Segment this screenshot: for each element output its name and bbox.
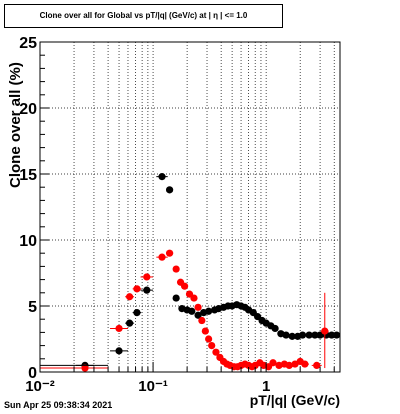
- x-axis-label: pT/|q| (GeV/c): [250, 392, 340, 408]
- chart-title-box: Clone over all for Global vs pT/|q| (GeV…: [4, 4, 283, 28]
- y-tick-label: 25: [19, 35, 37, 52]
- data-point-black: [305, 331, 313, 339]
- data-point-red: [190, 294, 198, 302]
- grid: [39, 42, 340, 372]
- data-point-black: [282, 331, 290, 339]
- y-tick-label: 10: [19, 233, 37, 250]
- data-point-red: [133, 285, 141, 293]
- chart-title: Clone over all for Global vs pT/|q| (GeV…: [39, 11, 248, 20]
- data-point-black: [172, 294, 180, 302]
- data-point-black: [143, 286, 151, 294]
- data-point-red: [208, 342, 216, 350]
- data-point-red: [125, 293, 134, 301]
- data-point-black: [188, 307, 196, 315]
- y-axis-label: Clone over all (%): [7, 62, 24, 188]
- data-point-red: [313, 361, 321, 369]
- data-point-black: [115, 347, 123, 355]
- data-point-black: [205, 307, 213, 315]
- axis-ticks: [39, 41, 335, 373]
- data-point-red: [198, 316, 206, 325]
- data-point-red: [158, 253, 166, 261]
- y-tick-label: 5: [28, 299, 37, 316]
- plot-frame: [39, 41, 341, 373]
- x-tick-label: 10⁻¹: [138, 378, 168, 395]
- data-point-black: [316, 331, 324, 339]
- data-point-red: [115, 324, 123, 333]
- data-point-red: [165, 249, 174, 257]
- data-point-black: [288, 332, 296, 340]
- data-point-red: [269, 359, 277, 367]
- timestamp: Sun Apr 25 09:38:34 2021: [4, 400, 113, 410]
- data-point-black: [133, 309, 141, 317]
- data-point-red: [285, 361, 293, 369]
- data-point-black: [194, 311, 202, 319]
- x-tick-label: 10⁻²: [25, 378, 55, 395]
- data-point-black: [271, 324, 279, 333]
- data-point-red: [180, 282, 189, 290]
- data-point-black: [158, 173, 166, 181]
- tick-labels: 0 5 10 15 20 25 10⁻² 10⁻¹ 1: [19, 35, 270, 395]
- y-tick-label: 0: [28, 365, 37, 382]
- x-tick-label: 1: [262, 378, 270, 395]
- data-point-red: [201, 327, 209, 335]
- y-tick-label: 15: [19, 167, 37, 184]
- data-point-black: [298, 331, 307, 339]
- data-point-black: [125, 319, 134, 327]
- data-point-red: [205, 335, 213, 343]
- data-point-red: [172, 265, 180, 273]
- y-tick-label: 20: [19, 101, 37, 118]
- data-point-black: [165, 186, 174, 194]
- data-point-red: [143, 273, 151, 281]
- data-points: [40, 173, 341, 372]
- data-point-black: [311, 331, 319, 339]
- data-point-red: [301, 360, 309, 368]
- data-point-red: [194, 303, 202, 311]
- data-point-red: [212, 348, 220, 356]
- data-point-black: [333, 331, 341, 339]
